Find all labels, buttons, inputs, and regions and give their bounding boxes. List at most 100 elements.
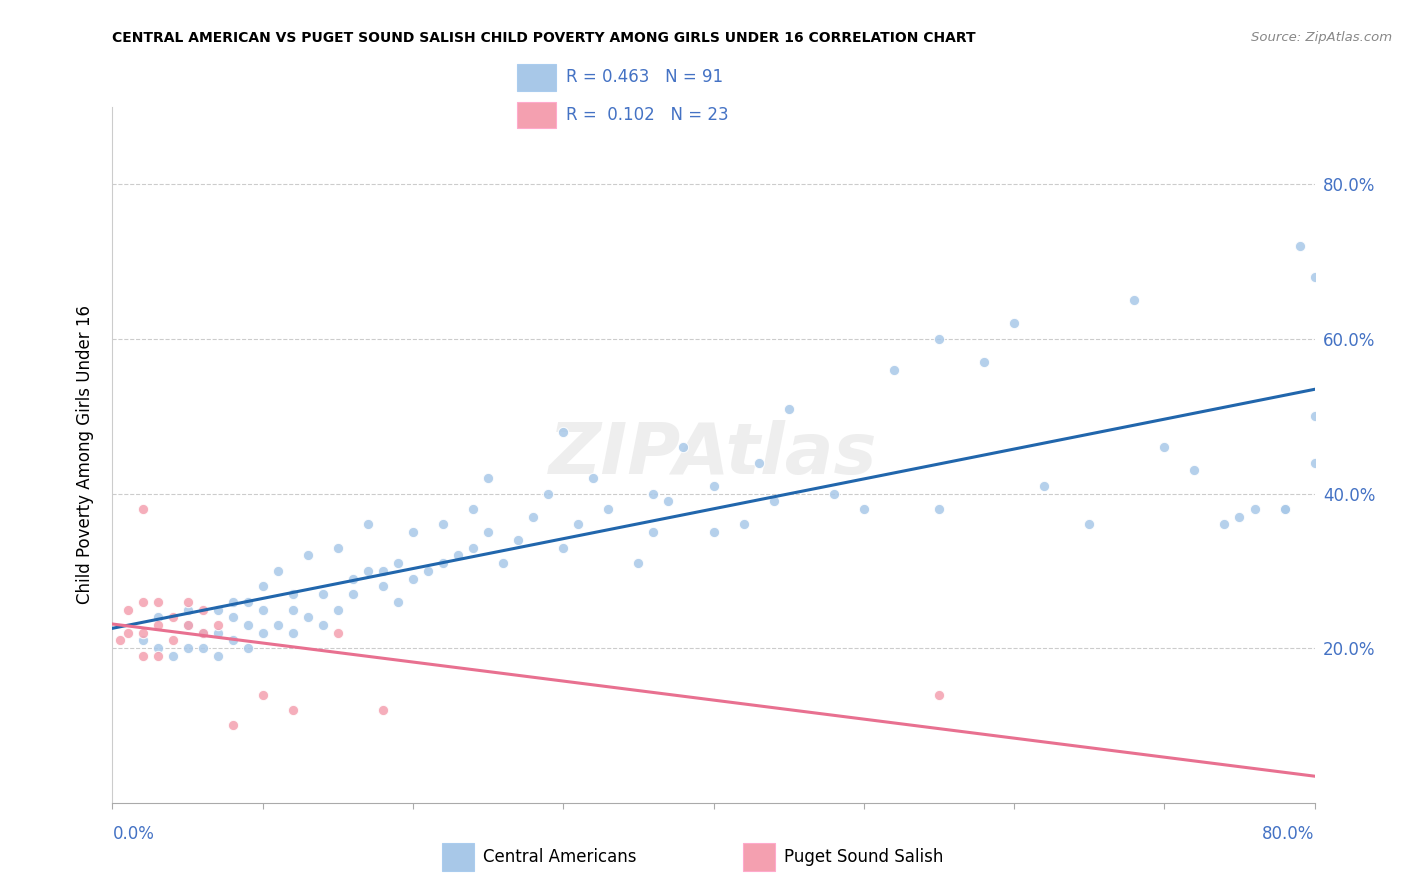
FancyBboxPatch shape xyxy=(742,843,776,871)
Point xyxy=(371,703,394,717)
Point xyxy=(883,363,905,377)
Point xyxy=(297,610,319,624)
Point xyxy=(191,625,214,640)
Text: 0.0%: 0.0% xyxy=(112,825,155,843)
Point xyxy=(191,625,214,640)
Point xyxy=(387,556,409,570)
Point xyxy=(146,595,169,609)
Point xyxy=(207,625,229,640)
Point xyxy=(236,618,259,632)
Point xyxy=(522,509,544,524)
Point xyxy=(553,541,575,555)
Point xyxy=(281,587,304,601)
Point xyxy=(387,595,409,609)
Point xyxy=(342,572,364,586)
Point xyxy=(146,618,169,632)
Point xyxy=(402,525,425,540)
Point xyxy=(461,502,484,516)
Point xyxy=(733,517,755,532)
Point xyxy=(1033,479,1056,493)
Point xyxy=(357,564,380,578)
Point xyxy=(146,641,169,656)
Point xyxy=(643,486,665,500)
Point xyxy=(117,602,139,616)
Point xyxy=(162,610,184,624)
Point xyxy=(207,618,229,632)
Point xyxy=(222,595,245,609)
Point xyxy=(207,602,229,616)
Point xyxy=(131,648,153,663)
FancyBboxPatch shape xyxy=(517,64,555,91)
Point xyxy=(1229,509,1251,524)
Point xyxy=(176,641,198,656)
Point xyxy=(402,572,425,586)
Point xyxy=(1303,456,1326,470)
FancyBboxPatch shape xyxy=(517,103,555,128)
Point xyxy=(281,703,304,717)
Point xyxy=(702,479,725,493)
Point xyxy=(131,625,153,640)
Point xyxy=(326,602,349,616)
FancyBboxPatch shape xyxy=(441,843,474,871)
Point xyxy=(176,618,198,632)
Point xyxy=(236,641,259,656)
Point xyxy=(1303,270,1326,285)
Point xyxy=(281,602,304,616)
Point xyxy=(357,517,380,532)
Point xyxy=(1184,463,1206,477)
Point xyxy=(162,648,184,663)
Point xyxy=(342,587,364,601)
Text: CENTRAL AMERICAN VS PUGET SOUND SALISH CHILD POVERTY AMONG GIRLS UNDER 16 CORREL: CENTRAL AMERICAN VS PUGET SOUND SALISH C… xyxy=(112,31,976,45)
Point xyxy=(1002,317,1025,331)
Point xyxy=(1123,293,1146,308)
Point xyxy=(432,556,454,570)
Point xyxy=(326,625,349,640)
Point xyxy=(553,425,575,439)
Point xyxy=(1243,502,1265,516)
Point xyxy=(281,625,304,640)
Text: 80.0%: 80.0% xyxy=(1263,825,1315,843)
Text: R = 0.463   N = 91: R = 0.463 N = 91 xyxy=(567,68,724,87)
Point xyxy=(1213,517,1236,532)
Point xyxy=(1288,239,1310,253)
Point xyxy=(1274,502,1296,516)
Point xyxy=(222,633,245,648)
Text: R =  0.102   N = 23: R = 0.102 N = 23 xyxy=(567,106,730,124)
Point xyxy=(762,494,785,508)
Point xyxy=(312,587,335,601)
Point xyxy=(267,618,290,632)
Y-axis label: Child Poverty Among Girls Under 16: Child Poverty Among Girls Under 16 xyxy=(76,305,94,605)
Point xyxy=(176,595,198,609)
Point xyxy=(643,525,665,540)
Point xyxy=(176,618,198,632)
Point xyxy=(236,595,259,609)
Point xyxy=(748,456,770,470)
Point xyxy=(598,502,620,516)
Point xyxy=(672,440,695,454)
Point xyxy=(461,541,484,555)
Point xyxy=(207,648,229,663)
Point xyxy=(131,595,153,609)
Point xyxy=(131,633,153,648)
Point xyxy=(1078,517,1101,532)
Point xyxy=(432,517,454,532)
Point xyxy=(852,502,875,516)
Point xyxy=(973,355,995,369)
Point xyxy=(477,471,499,485)
Point xyxy=(582,471,605,485)
Point xyxy=(928,502,950,516)
Point xyxy=(1153,440,1175,454)
Point xyxy=(108,633,131,648)
Point xyxy=(928,332,950,346)
Point xyxy=(492,556,515,570)
Text: Puget Sound Salish: Puget Sound Salish xyxy=(785,848,943,866)
Point xyxy=(1303,409,1326,424)
Point xyxy=(477,525,499,540)
Point xyxy=(252,625,274,640)
Point xyxy=(928,688,950,702)
Point xyxy=(252,602,274,616)
Point xyxy=(146,648,169,663)
Point xyxy=(326,541,349,555)
Point xyxy=(191,602,214,616)
Point xyxy=(416,564,439,578)
